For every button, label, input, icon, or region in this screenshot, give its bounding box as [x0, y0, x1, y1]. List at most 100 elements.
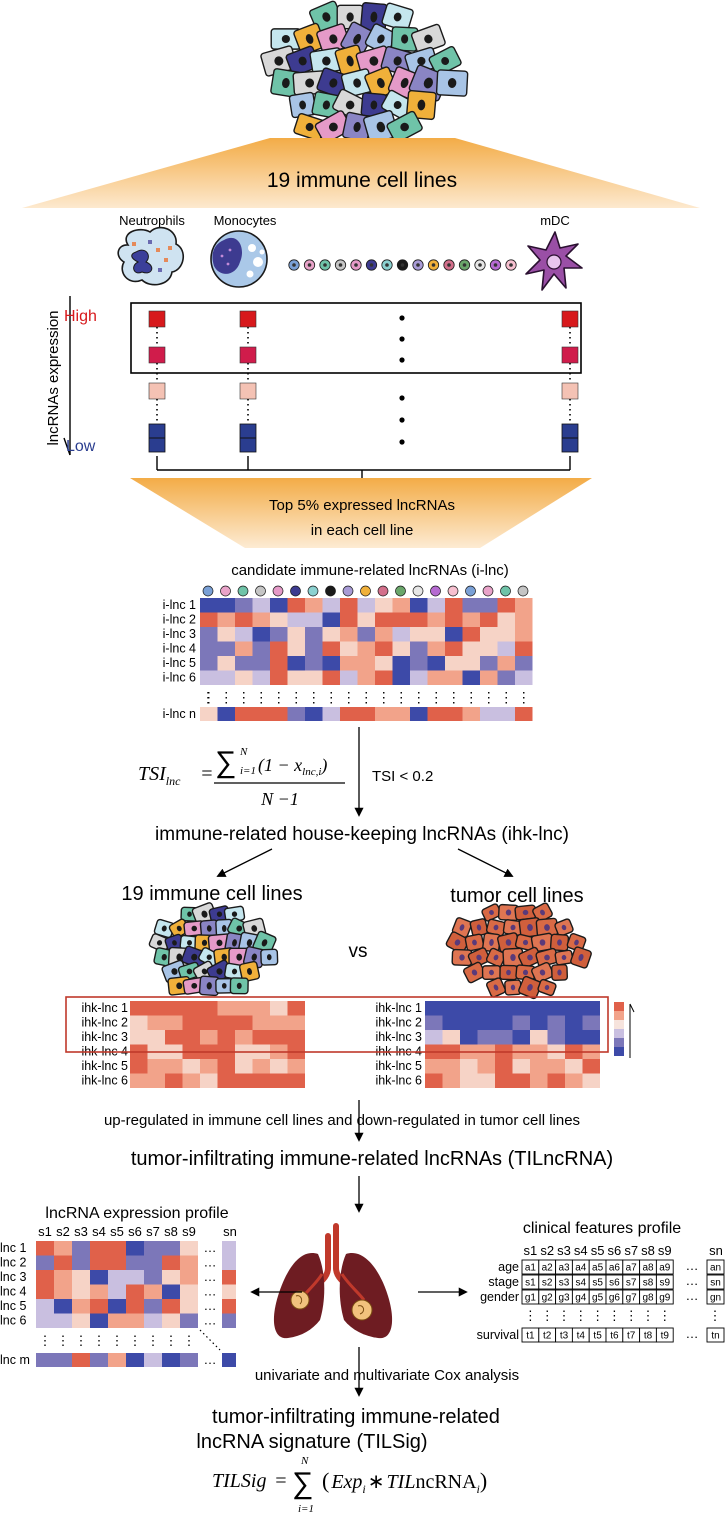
vertical-ellipsis: ⋮ [394, 689, 408, 705]
heat-cell [340, 598, 358, 613]
arrow-to-immune [216, 848, 273, 877]
svg-text:TSIlnc: TSIlnc [138, 763, 181, 788]
heat-cell [270, 612, 288, 627]
heat-cell [497, 598, 515, 613]
heat-cell [222, 1313, 236, 1328]
cell-nucleus [266, 954, 272, 961]
heat-cell [495, 1001, 513, 1016]
heat-cell [322, 707, 340, 721]
heat-cell [305, 656, 323, 671]
clinical-cell-value: g4 [575, 1293, 587, 1304]
expression-squares [148, 310, 579, 453]
clinical-last-sample-label: sn [709, 1243, 723, 1258]
heat-cell [497, 670, 515, 685]
cell-nucleus [493, 924, 499, 931]
heat-cell [477, 1015, 495, 1030]
tiny-cell-nucleus [354, 263, 358, 267]
cell-nucleus [161, 925, 167, 932]
vertical-ellipsis: ⋮ [359, 689, 373, 705]
cell-nucleus [370, 100, 378, 110]
clinical-sample-label: s4 [574, 1243, 588, 1258]
vertical-ellipsis: ⋮ [272, 689, 286, 705]
heat-cell [322, 656, 340, 671]
cell-nucleus [527, 984, 533, 991]
ihk-row-label: ihk-lnc 3 [375, 1030, 422, 1044]
heat-cell [54, 1255, 72, 1270]
heat-cell [222, 1284, 236, 1299]
cell-nucleus [156, 940, 163, 946]
heat-cell [530, 1073, 548, 1088]
cell-nucleus [400, 122, 409, 132]
immune-cell-cluster-mid-icon [148, 902, 279, 997]
candidate-row-label: i-lnc 5 [163, 656, 196, 670]
heat-cell [410, 627, 428, 642]
heat-cell [340, 656, 358, 671]
tsi-sum-lower: i=1 [240, 765, 256, 777]
label-mdc: mDC [540, 213, 570, 228]
tilsig-sum-lower: i=1 [298, 1503, 314, 1515]
heat-cell [410, 707, 428, 721]
heat-cell [495, 1059, 513, 1074]
cell-nucleus [251, 953, 257, 961]
heat-cell [462, 656, 480, 671]
vertical-ellipsis: ⋮ [524, 1308, 537, 1323]
tsi-denominator: N −1 [260, 789, 299, 809]
heat-cell [287, 670, 305, 685]
heat-cell [200, 1030, 218, 1045]
svg-text:(Expi∗TILncRNAi): (Expi ∗ TILncRNAi) [322, 1468, 487, 1496]
heat-cell [270, 656, 288, 671]
svg-text:(1 − xlnc,i): (1 − xlnc,i) [258, 755, 327, 778]
label-neutrophils: Neutrophils [119, 213, 185, 228]
cell-nucleus [221, 982, 227, 989]
monocyte-icon [210, 230, 268, 288]
clinical-sample-label: s5 [591, 1243, 605, 1258]
candidate-row-label: i-lnc 6 [163, 671, 196, 685]
cell-nucleus [424, 34, 433, 44]
vertical-ellipsis: ⋮ [75, 1333, 88, 1348]
candidate-title: candidate immune-related lncRNAs (i-lnc) [231, 562, 509, 579]
heat-cell [72, 1284, 90, 1299]
cell-icons-row [288, 259, 517, 271]
heat-cell [565, 1015, 583, 1030]
heat-cell [147, 1030, 165, 1045]
clinical-cell-value: a8 [642, 1263, 654, 1274]
cell-nucleus [561, 954, 567, 961]
heat-cell [162, 1299, 180, 1314]
heat-cell [252, 612, 270, 627]
heat-cell [126, 1255, 144, 1270]
vs-label: vs [349, 941, 368, 962]
tiny-cell-icon [325, 585, 336, 597]
bullet-dot [399, 439, 405, 445]
heat-cell [235, 1015, 253, 1030]
heat-cell [425, 1073, 443, 1088]
clinical-cell-value: a3 [558, 1263, 570, 1274]
clinical-cell-value: s1 [525, 1278, 536, 1289]
clinical-cell-value: a6 [609, 1263, 621, 1274]
heat-cell [72, 1313, 90, 1328]
heat-cell [200, 1001, 218, 1016]
clinical-cell-value: t3 [560, 1331, 569, 1342]
tilsig-til-sub: i [477, 1482, 480, 1496]
clinical-sample-label: s8 [641, 1243, 655, 1258]
clinical-cell [706, 1289, 725, 1305]
cell-nucleus [471, 969, 478, 976]
heat-cell [497, 707, 515, 721]
heat-cell [144, 1353, 162, 1367]
heat-cell [270, 641, 288, 656]
heat-cell [222, 1353, 236, 1367]
heat-cell [217, 707, 235, 721]
heat-cell [565, 1073, 583, 1088]
heat-cell [217, 1030, 235, 1045]
clinical-cell-value: t6 [610, 1331, 619, 1342]
cell-nucleus [544, 985, 550, 990]
heat-cell [235, 627, 253, 642]
tsi-term-close: ) [320, 755, 327, 776]
profile-sample-label: s9 [182, 1224, 196, 1239]
heat-cell [512, 1030, 530, 1045]
heat-cell [270, 627, 288, 642]
tiny-cell-icon [377, 585, 389, 597]
heat-cell [270, 1030, 288, 1045]
tiny-cell-nucleus [462, 263, 467, 267]
cell-nucleus [221, 953, 227, 961]
profile-sample-label: s8 [164, 1224, 178, 1239]
